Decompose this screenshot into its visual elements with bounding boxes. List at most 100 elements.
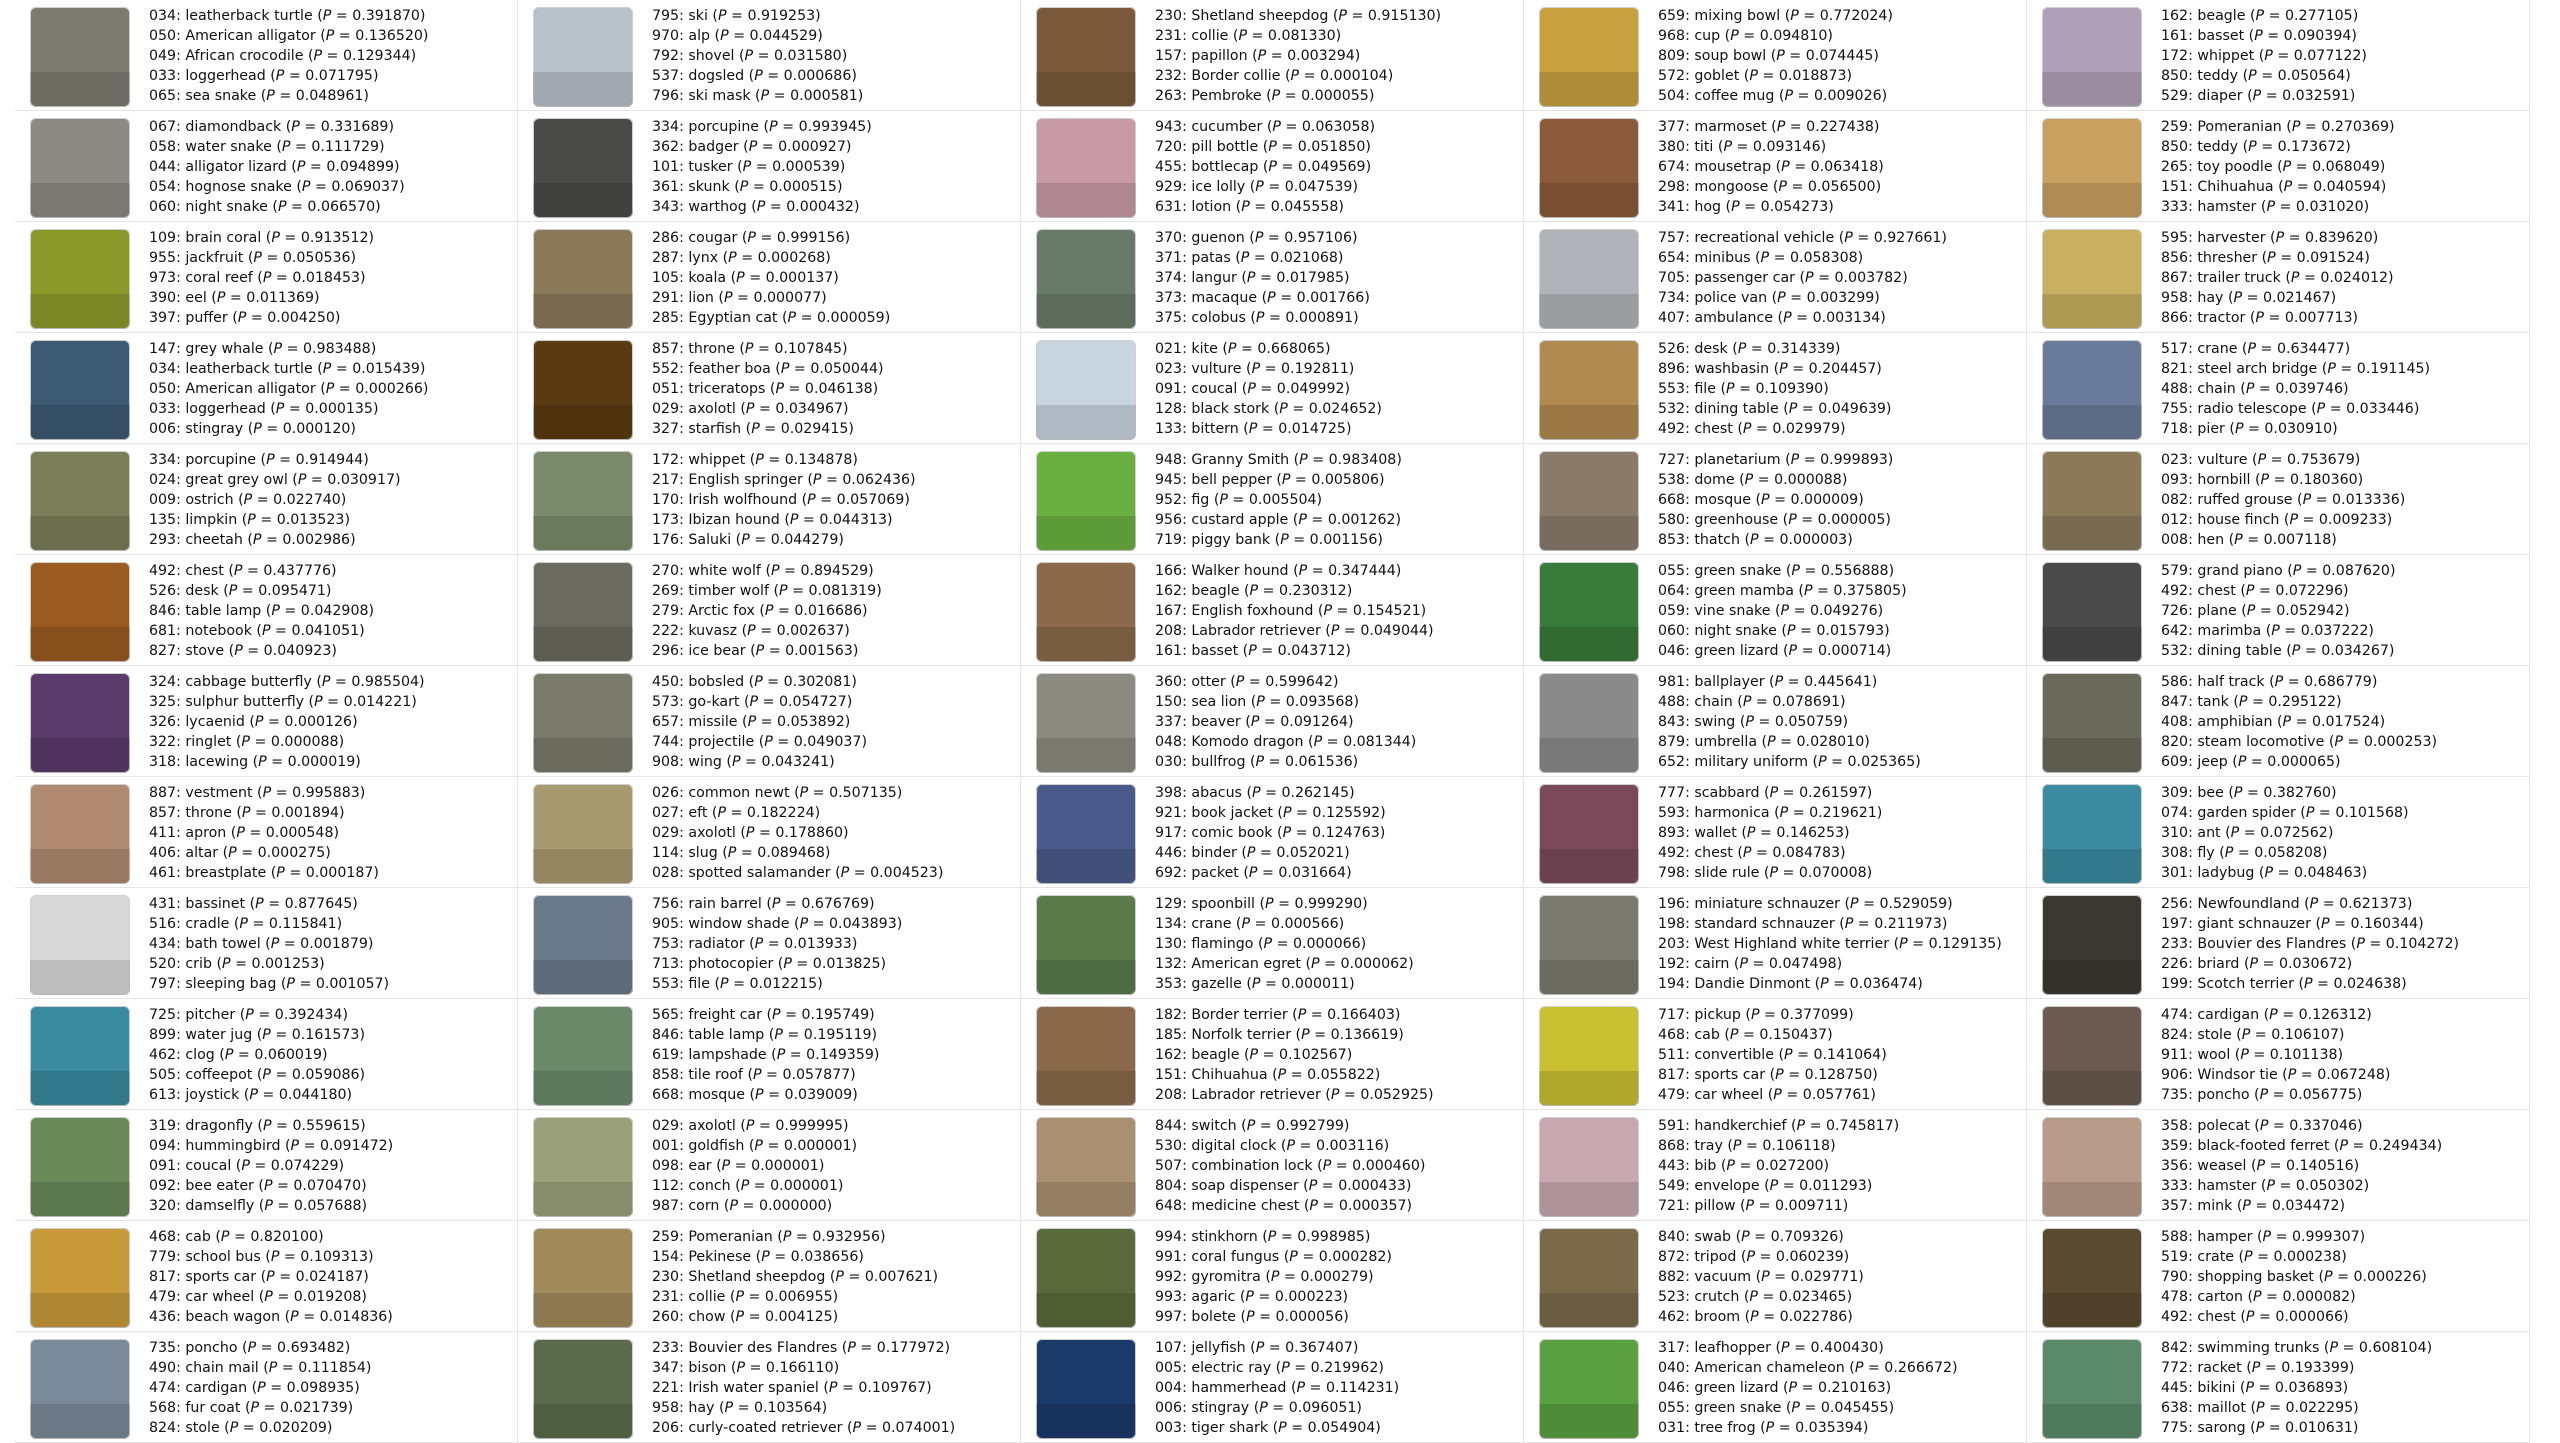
result-cell: 450: bobsled (P = 0.302081) 573: go-kart … [518,666,1021,777]
prediction-line: 887: vestment (P = 0.995883) [149,783,379,803]
probability-symbol: P [1255,754,1265,770]
prediction-label: 868: tray ( [1658,1138,1733,1154]
prediction-line: 092: bee eater (P = 0.070470) [149,1176,393,1196]
probability-value: = 0.992799) [1255,1118,1350,1134]
probability-symbol: P [2233,290,2243,306]
thumbnail-image [2042,340,2142,440]
prediction-line: 850: teddy (P = 0.173672) [2161,137,2395,157]
prediction-list: 319: dragonfly (P = 0.559615) 094: hummin… [149,1116,393,1216]
prediction-line: 474: cardigan (P = 0.126312) [2161,1005,2390,1025]
probability-value: = 0.068049) [2291,159,2386,175]
thumbnail-image [533,118,633,218]
prediction-list: 286: cougar (P = 0.999156) 287: lynx (P =… [652,228,890,328]
probability-value: = 0.141064) [1792,1047,1887,1063]
prediction-line: 753: radiator (P = 0.013933) [652,934,902,954]
prediction-line: 681: notebook (P = 0.041051) [149,621,374,641]
prediction-label: 074: garden spider ( [2161,805,2306,821]
prediction-label: 434: bath towel ( [149,936,271,952]
thumbnail-image [1036,1117,1136,1217]
probability-value: = 0.007118) [2242,532,2337,548]
result-cell: 840: swab (P = 0.709326) 872: tripod (P =… [1524,1221,2027,1332]
prediction-line: 526: desk (P = 0.095471) [149,581,374,601]
result-cell: 492: chest (P = 0.437776) 526: desk (P = … [15,555,518,666]
probability-value: = 0.993945) [777,119,872,135]
probability-value: = 0.022295) [2264,1400,2359,1416]
probability-value: = 0.999995) [754,1118,849,1134]
probability-value: = 0.173672) [2256,139,2351,155]
probability-symbol: P [297,472,307,488]
prediction-line: 094: hummingbird (P = 0.091472) [149,1136,393,1156]
result-cell: 844: switch (P = 0.992799) 530: digital c… [1021,1110,1524,1221]
prediction-line: 341: hog (P = 0.054273) [1658,197,1884,217]
thumbnail-image [533,1228,633,1328]
probability-value: = 0.709326) [1749,1229,1844,1245]
probability-symbol: P [740,1178,750,1194]
prediction-label: 221: Irish water spaniel ( [652,1380,829,1396]
prediction-line: 436: beach wagon (P = 0.014836) [149,1307,393,1327]
prediction-label: 082: ruffed grouse ( [2161,492,2303,508]
prediction-label: 638: maillot ( [2161,1400,2256,1416]
prediction-line: 446: binder (P = 0.052021) [1155,843,1386,863]
probability-symbol: P [1788,401,1798,417]
probability-symbol: P [276,865,285,881]
probability-symbol: P [224,1047,234,1063]
thumbnail-image [1539,1339,1639,1439]
prediction-label: 318: lacewing ( [149,754,259,770]
probability-value: = 0.106118) [1741,1138,1836,1154]
prediction-label: 012: house finch ( [2161,512,2290,528]
prediction-label: 817: sports car ( [1658,1067,1776,1083]
prediction-label: 029: axolotl ( [652,1118,746,1134]
probability-value: = 0.049569) [1276,159,1372,175]
prediction-line: 450: bobsled (P = 0.302081) [652,672,867,692]
probability-symbol: P [1241,199,1250,215]
probability-value: = 0.983408) [1307,452,1402,468]
probability-symbol: P [1745,1198,1755,1214]
prediction-line: 050: American alligator (P = 0.136520) [149,26,428,46]
result-cell: 166: Walker hound (P = 0.347444) 162: bea… [1021,555,1524,666]
probability-value: = 0.063058) [1280,119,1376,135]
prediction-label: 553: file ( [1658,381,1727,397]
probability-value: = 0.150437) [1738,1027,1833,1043]
prediction-line: 033: loggerhead (P = 0.000135) [149,399,428,419]
probability-symbol: P [2302,492,2312,508]
prediction-line: 293: cheetah (P = 0.002986) [149,530,401,550]
probability-symbol: P [322,361,332,377]
prediction-list: 943: cucumber (P = 0.063058) 720: pill bo… [1155,117,1375,217]
prediction-line: 943: cucumber (P = 0.063058) [1155,117,1375,137]
probability-value: = 0.178860) [754,825,849,841]
probability-value: = 0.074229) [249,1158,345,1174]
probability-value: = 0.839620) [2284,230,2379,246]
probability-value: = 0.000001) [762,1138,858,1154]
prediction-label: 150: sea lion ( [1155,694,1257,710]
prediction-line: 756: rain barrel (P = 0.676769) [652,894,902,914]
prediction-label: 705: passenger car ( [1658,270,1806,286]
prediction-label: 450: bobsled ( [652,674,755,690]
prediction-line: 182: Border terrier (P = 0.166403) [1155,1005,1434,1025]
prediction-line: 327: starfish (P = 0.029415) [652,419,884,439]
thumbnail-image [1036,1006,1136,1106]
probability-value: = 0.001156) [1288,532,1383,548]
probability-value: = 0.109390) [1734,381,1829,397]
probability-symbol: P [2251,1360,2261,1376]
prediction-line: 757: recreational vehicle (P = 0.927661) [1658,228,1947,248]
probability-value: = 0.014725) [1257,421,1352,437]
prediction-label: 879: umbrella ( [1658,734,1768,750]
prediction-line: 040: American chameleon (P = 0.266672) [1658,1358,1958,1378]
probability-symbol: P [2257,452,2267,468]
prediction-label: 182: Border terrier ( [1155,1007,1298,1023]
probability-value: = 0.104272) [2364,936,2460,952]
probability-symbol: P [1788,1380,1798,1396]
probability-value: = 0.000088) [249,734,345,750]
probability-symbol: P [2275,230,2285,246]
result-cell: 857: throne (P = 0.107845) 552: feather b… [518,333,1021,444]
probability-symbol: P [2249,956,2259,972]
probability-value: = 0.000003) [1758,532,1853,548]
prediction-line: 256: Newfoundland (P = 0.621373) [2161,894,2459,914]
prediction-list: 360: otter (P = 0.599642) 150: sea lion (… [1155,672,1416,772]
prediction-line: 259: Pomeranian (P = 0.932956) [652,1227,938,1247]
prediction-label: 532: dining table ( [2161,643,2292,659]
prediction-label: 479: car wheel ( [149,1289,265,1305]
prediction-line: 668: mosque (P = 0.000009) [1658,490,1893,510]
prediction-list: 757: recreational vehicle (P = 0.927661)… [1658,228,1947,328]
prediction-label: 033: loggerhead ( [149,68,276,84]
